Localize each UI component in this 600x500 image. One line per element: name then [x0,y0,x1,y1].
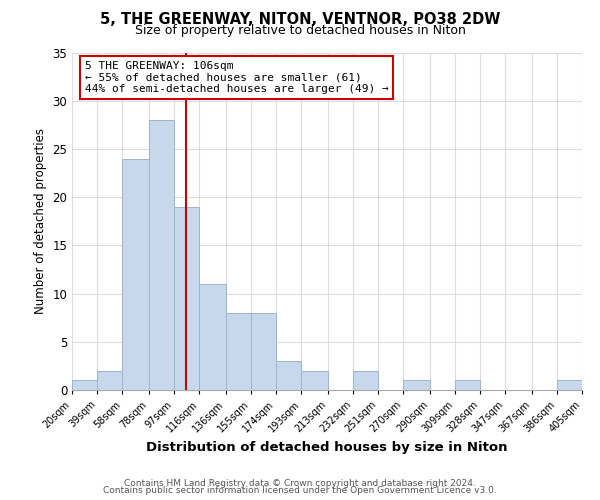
Bar [199,284,226,390]
Text: Contains HM Land Registry data © Crown copyright and database right 2024.: Contains HM Land Registry data © Crown c… [124,478,476,488]
Text: 5, THE GREENWAY, NITON, VENTNOR, PO38 2DW: 5, THE GREENWAY, NITON, VENTNOR, PO38 2D… [100,12,500,28]
X-axis label: Distribution of detached houses by size in Niton: Distribution of detached houses by size … [146,441,508,454]
Y-axis label: Number of detached properties: Number of detached properties [34,128,47,314]
Bar [72,380,97,390]
Bar [557,380,582,390]
Bar [122,158,149,390]
Bar [174,207,199,390]
Bar [353,370,378,390]
Text: 5 THE GREENWAY: 106sqm
← 55% of detached houses are smaller (61)
44% of semi-det: 5 THE GREENWAY: 106sqm ← 55% of detached… [85,61,389,94]
Text: Size of property relative to detached houses in Niton: Size of property relative to detached ho… [134,24,466,37]
Bar [251,313,276,390]
Bar [276,361,301,390]
Bar [301,370,328,390]
Bar [403,380,430,390]
Bar [226,313,251,390]
Bar [455,380,480,390]
Bar [97,370,122,390]
Text: Contains public sector information licensed under the Open Government Licence v3: Contains public sector information licen… [103,486,497,495]
Bar [149,120,174,390]
